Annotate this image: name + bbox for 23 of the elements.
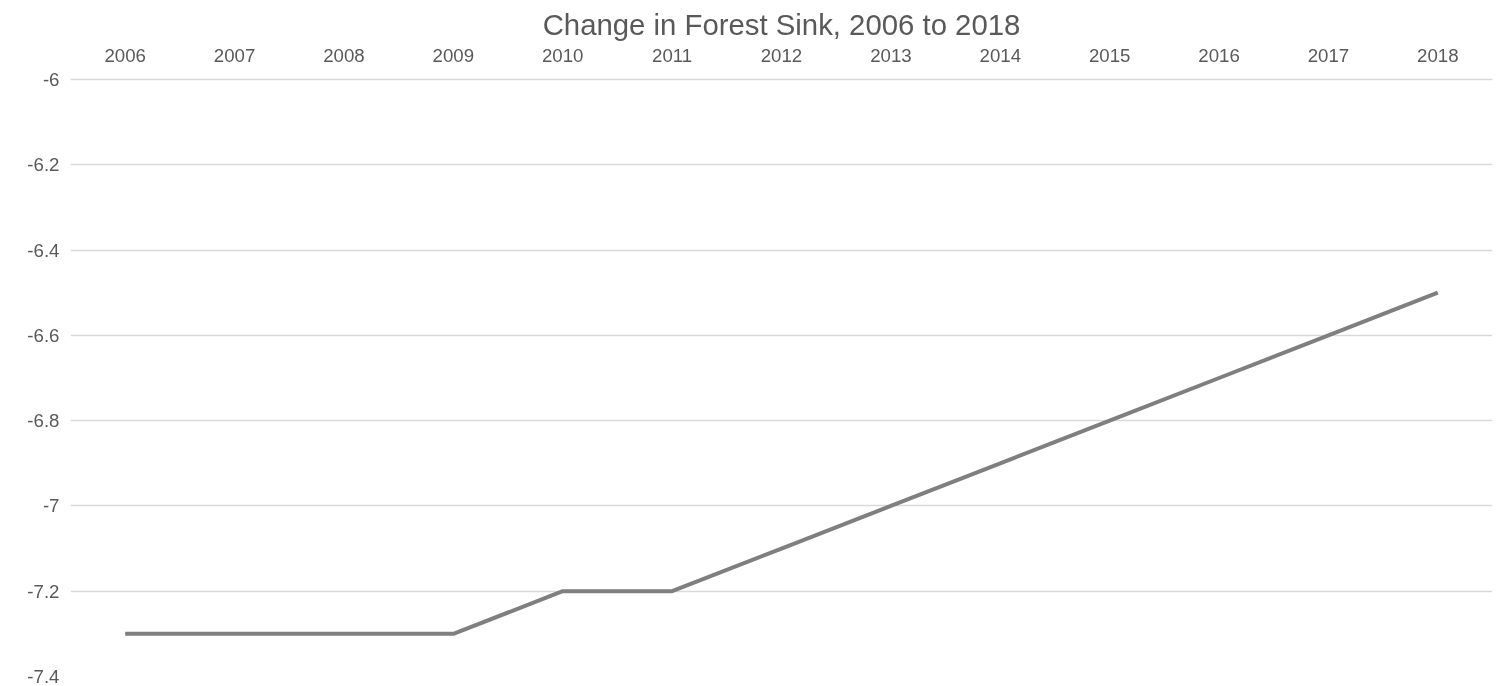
x-tick-label: 2008 [323,44,365,66]
y-tick-label: -7 [42,495,60,517]
y-tick-label: -6 [42,69,60,90]
y-tick-label: -6.6 [27,324,60,346]
x-tick-label: 2018 [1417,44,1459,66]
y-tick-label: -6.8 [27,410,60,432]
y-tick-label: -7.4 [27,666,60,686]
x-tick-label: 2007 [213,44,256,66]
y-tick-label: -7.2 [27,580,60,602]
y-tick-label: -6.4 [27,239,60,261]
x-tick-label: 2015 [1088,44,1131,66]
x-tick-label: 2016 [1198,44,1240,66]
x-tick-label: 2010 [541,44,584,66]
x-tick-label: 2009 [432,44,475,66]
x-tick-label: 2017 [1307,44,1350,66]
line-series [123,290,1440,636]
x-tick-label: 2011 [652,44,693,66]
x-tick-label: 2006 [104,44,146,66]
chart-title: Change in Forest Sink, 2006 to 2018 [542,7,1021,41]
x-tick-label: 2014 [979,44,1022,66]
x-tick-label: 2012 [760,44,803,66]
x-tick-label: 2013 [870,44,912,66]
y-tick-label: -6.2 [27,154,60,176]
